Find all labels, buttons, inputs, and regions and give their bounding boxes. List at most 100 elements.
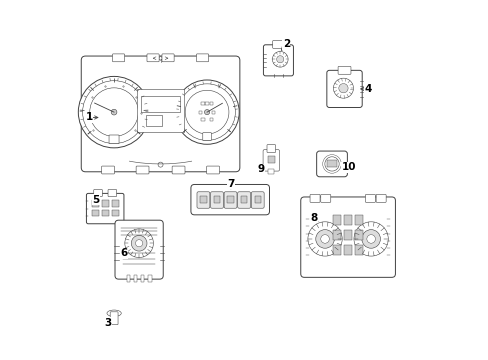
Bar: [267, 156, 274, 163]
Text: 5: 5: [92, 195, 100, 204]
Bar: [209, 102, 213, 105]
Circle shape: [78, 76, 149, 148]
Bar: [141, 96, 180, 112]
Bar: [344, 246, 351, 255]
Bar: [111, 201, 119, 207]
Bar: [344, 230, 351, 240]
Circle shape: [272, 51, 287, 67]
Bar: [91, 210, 99, 216]
FancyBboxPatch shape: [162, 54, 174, 62]
Polygon shape: [158, 56, 163, 60]
Circle shape: [124, 229, 153, 257]
Bar: [227, 196, 233, 203]
Text: 4: 4: [363, 84, 371, 94]
Circle shape: [276, 56, 283, 63]
Bar: [344, 215, 351, 225]
Bar: [205, 102, 208, 105]
Bar: [354, 215, 362, 225]
FancyBboxPatch shape: [136, 166, 149, 174]
Circle shape: [324, 157, 339, 171]
Text: 10: 10: [341, 162, 356, 172]
Circle shape: [353, 222, 387, 256]
FancyBboxPatch shape: [326, 70, 362, 108]
FancyBboxPatch shape: [147, 54, 159, 62]
Bar: [111, 210, 119, 216]
Circle shape: [175, 80, 239, 144]
FancyBboxPatch shape: [190, 184, 269, 215]
FancyBboxPatch shape: [110, 312, 118, 325]
FancyBboxPatch shape: [94, 189, 102, 197]
FancyBboxPatch shape: [272, 41, 284, 48]
Bar: [354, 230, 362, 240]
FancyBboxPatch shape: [115, 220, 163, 279]
Text: 9: 9: [257, 164, 264, 174]
FancyBboxPatch shape: [109, 135, 119, 144]
Bar: [141, 275, 144, 282]
Bar: [148, 275, 151, 282]
Ellipse shape: [107, 310, 121, 316]
Bar: [91, 201, 99, 207]
FancyBboxPatch shape: [112, 54, 124, 62]
Circle shape: [361, 230, 380, 248]
FancyBboxPatch shape: [375, 194, 386, 202]
Circle shape: [111, 109, 117, 115]
Bar: [201, 102, 204, 105]
FancyBboxPatch shape: [316, 151, 346, 177]
FancyBboxPatch shape: [172, 166, 184, 174]
FancyBboxPatch shape: [210, 192, 223, 208]
Bar: [209, 118, 213, 121]
FancyBboxPatch shape: [206, 166, 219, 174]
Bar: [211, 111, 215, 113]
Circle shape: [320, 235, 328, 243]
FancyBboxPatch shape: [263, 150, 279, 171]
Circle shape: [333, 78, 353, 98]
FancyBboxPatch shape: [203, 132, 211, 140]
Bar: [333, 230, 341, 240]
Bar: [254, 196, 261, 203]
Bar: [102, 210, 108, 216]
FancyBboxPatch shape: [337, 66, 350, 74]
Text: 3: 3: [104, 318, 111, 328]
Text: 7: 7: [227, 179, 234, 189]
Circle shape: [179, 84, 235, 140]
FancyBboxPatch shape: [237, 192, 250, 208]
Text: 2: 2: [282, 39, 289, 49]
Bar: [199, 111, 202, 113]
FancyBboxPatch shape: [251, 192, 264, 208]
FancyBboxPatch shape: [224, 192, 237, 208]
FancyBboxPatch shape: [320, 194, 330, 202]
Bar: [137, 89, 183, 132]
FancyBboxPatch shape: [263, 45, 293, 76]
FancyBboxPatch shape: [197, 192, 209, 208]
Circle shape: [315, 230, 334, 248]
FancyBboxPatch shape: [365, 194, 375, 202]
Bar: [354, 246, 362, 255]
Bar: [213, 196, 220, 203]
Bar: [146, 115, 162, 126]
FancyBboxPatch shape: [102, 166, 114, 174]
FancyBboxPatch shape: [196, 54, 208, 62]
FancyBboxPatch shape: [86, 193, 123, 224]
Bar: [333, 215, 341, 225]
Circle shape: [204, 109, 209, 115]
Text: 8: 8: [310, 212, 317, 222]
Bar: [134, 275, 137, 282]
FancyBboxPatch shape: [108, 189, 116, 197]
Bar: [333, 246, 341, 255]
Bar: [102, 201, 108, 207]
Circle shape: [131, 235, 147, 251]
Bar: [268, 169, 274, 174]
Bar: [326, 160, 336, 167]
Circle shape: [135, 240, 142, 247]
FancyBboxPatch shape: [309, 194, 320, 202]
Circle shape: [82, 81, 145, 144]
Text: 1: 1: [85, 112, 93, 122]
FancyBboxPatch shape: [300, 197, 395, 277]
Bar: [126, 275, 130, 282]
Bar: [241, 196, 247, 203]
Circle shape: [366, 235, 375, 243]
Bar: [200, 196, 206, 203]
FancyBboxPatch shape: [81, 56, 240, 172]
Text: 6: 6: [120, 248, 127, 258]
Circle shape: [307, 222, 342, 256]
